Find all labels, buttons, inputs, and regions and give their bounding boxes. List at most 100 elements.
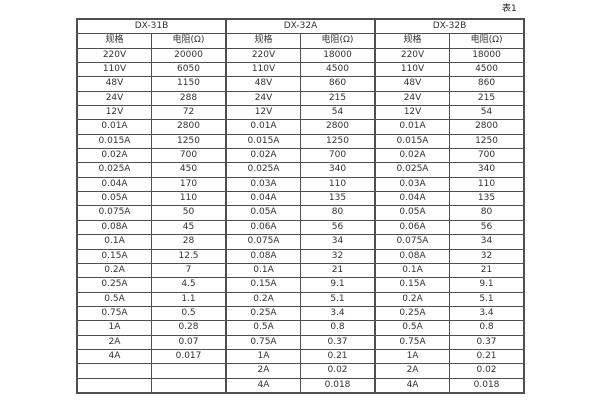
table-cell: 700 [151,148,227,164]
table-row: 0.15A 12.5 0.08A 32 0.08A 32 [76,248,525,264]
table-cell: 0.015A [76,133,152,150]
table-row: 0.04A 170 0.03A 110 0.03A 110 [76,176,525,193]
table-row: 2A 0.02 2A 0.02 [76,363,525,379]
group-header-dx32b: DX-32B [374,18,525,35]
table-cell: 0.02 [300,363,376,379]
table-cell: 0.015A [374,133,451,150]
table-row: 24V 288 24V 215 24V 215 [76,90,525,107]
table-cell: 0.1A [76,234,152,250]
table-cell: 7 [151,262,227,279]
table-cell: 0.25A [225,305,301,322]
table-cell: 860 [300,76,376,92]
table-cell: 0.018 [449,377,525,394]
table-cell: 0.5A [374,320,451,336]
col-header-resistance: 电阻(Ω) [151,33,227,49]
resistance-spec-table: DX-31B DX-32A DX-32B 规格 电阻(Ω) 规格 电阻(Ω) 规… [76,18,526,394]
table-cell: 0.025A [225,162,301,178]
table-cell: 18000 [449,47,525,64]
table-cell: 45 [151,219,227,236]
table-cell: 48V [76,76,152,92]
table-cell: 5.1 [300,291,376,307]
table-cell: 54 [300,105,376,121]
table-row: 0.25A 4.5 0.15A 9.1 0.15A 9.1 [76,277,525,293]
table-cell: 170 [151,176,227,193]
table-row: 0.025A 450 0.025A 340 0.025A 340 [76,162,525,178]
col-header-spec: 规格 [225,33,301,49]
table-cell: 1.1 [151,291,227,307]
table-cell [76,363,152,379]
table-cell: 0.01A [225,119,301,135]
table-row: 0.05A 110 0.04A 135 0.04A 135 [76,191,525,207]
table-cell: 110V [225,62,301,78]
table-cell: 0.05A [374,205,451,221]
table-cell: 0.07 [151,334,227,350]
table-cell: 0.5 [151,305,227,322]
table-cell: 12V [225,105,301,121]
table-cell: 56 [449,219,525,236]
table-caption: 表1 [502,4,517,14]
table-cell: 215 [449,90,525,107]
table-cell: 48V [225,76,301,92]
table-cell: 6050 [151,62,227,78]
table-cell: 0.28 [151,320,227,336]
table-cell: 18000 [300,47,376,64]
table-cell: 0.04A [76,176,152,193]
table-cell: 0.25A [76,277,152,293]
table-row: 0.75A 0.5 0.25A 3.4 0.25A 3.4 [76,305,525,322]
table-cell: 2A [76,334,152,350]
table-cell: 0.1A [374,262,451,279]
table-cell: 24V [225,90,301,107]
table-row: 0.01A 2800 0.01A 2800 0.01A 2800 [76,119,525,135]
table-cell: 20000 [151,47,227,64]
table-cell: 2A [225,363,301,379]
table-row: 0.1A 28 0.075A 34 0.075A 34 [76,234,525,250]
table-cell: 0.05A [76,191,152,207]
table-cell: 0.8 [300,320,376,336]
table-cell: 1250 [151,133,227,150]
table-cell: 1250 [300,133,376,150]
table-cell: 2800 [300,119,376,135]
table-row: 0.02A 700 0.02A 700 0.02A 700 [76,148,525,164]
table-cell: 32 [449,248,525,264]
table-cell: 2A [374,363,451,379]
table-cell: 12V [374,105,451,121]
table-cell: 0.02A [76,148,152,164]
table-cell: 4.5 [151,277,227,293]
table-cell: 0.75A [225,334,301,350]
table-cell: 0.08A [374,248,451,264]
table-cell: 24V [374,90,451,107]
table-cell: 1250 [449,133,525,150]
table-cell: 700 [300,148,376,164]
table-cell: 0.025A [374,162,451,178]
table-cell: 0.15A [225,277,301,293]
col-header-resistance: 电阻(Ω) [300,33,376,49]
table-cell: 0.017 [151,348,227,365]
table-cell: 4500 [449,62,525,78]
table-cell: 48V [374,76,451,92]
col-header-spec: 规格 [76,33,152,49]
table-cell: 0.2A [225,291,301,307]
table-cell: 0.06A [225,219,301,236]
table-cell: 110V [374,62,451,78]
table-cell: 0.06A [374,219,451,236]
table-cell: 4A [374,377,451,394]
table-cell: 340 [300,162,376,178]
table-cell: 21 [449,262,525,279]
table-row: 2A 0.07 0.75A 0.37 0.75A 0.37 [76,334,525,350]
table-cell: 450 [151,162,227,178]
table-row: 0.015A 1250 0.015A 1250 0.015A 1250 [76,133,525,150]
table-row: 0.08A 45 0.06A 56 0.06A 56 [76,219,525,236]
table-cell: 220V [76,47,152,64]
table-cell: 0.37 [300,334,376,350]
table-cell: 0.21 [449,348,525,365]
table-cell: 135 [449,191,525,207]
sub-header-row: 规格 电阻(Ω) 规格 电阻(Ω) 规格 电阻(Ω) [76,33,525,49]
table-cell: 0.5A [76,291,152,307]
col-header-resistance: 电阻(Ω) [449,33,525,49]
table-cell: 0.5A [225,320,301,336]
table-cell: 5.1 [449,291,525,307]
table-row: 110V 6050 110V 4500 110V 4500 [76,62,525,78]
table-cell: 0.015A [225,133,301,150]
table-row: 0.2A 7 0.1A 21 0.1A 21 [76,262,525,279]
table-cell: 4500 [300,62,376,78]
